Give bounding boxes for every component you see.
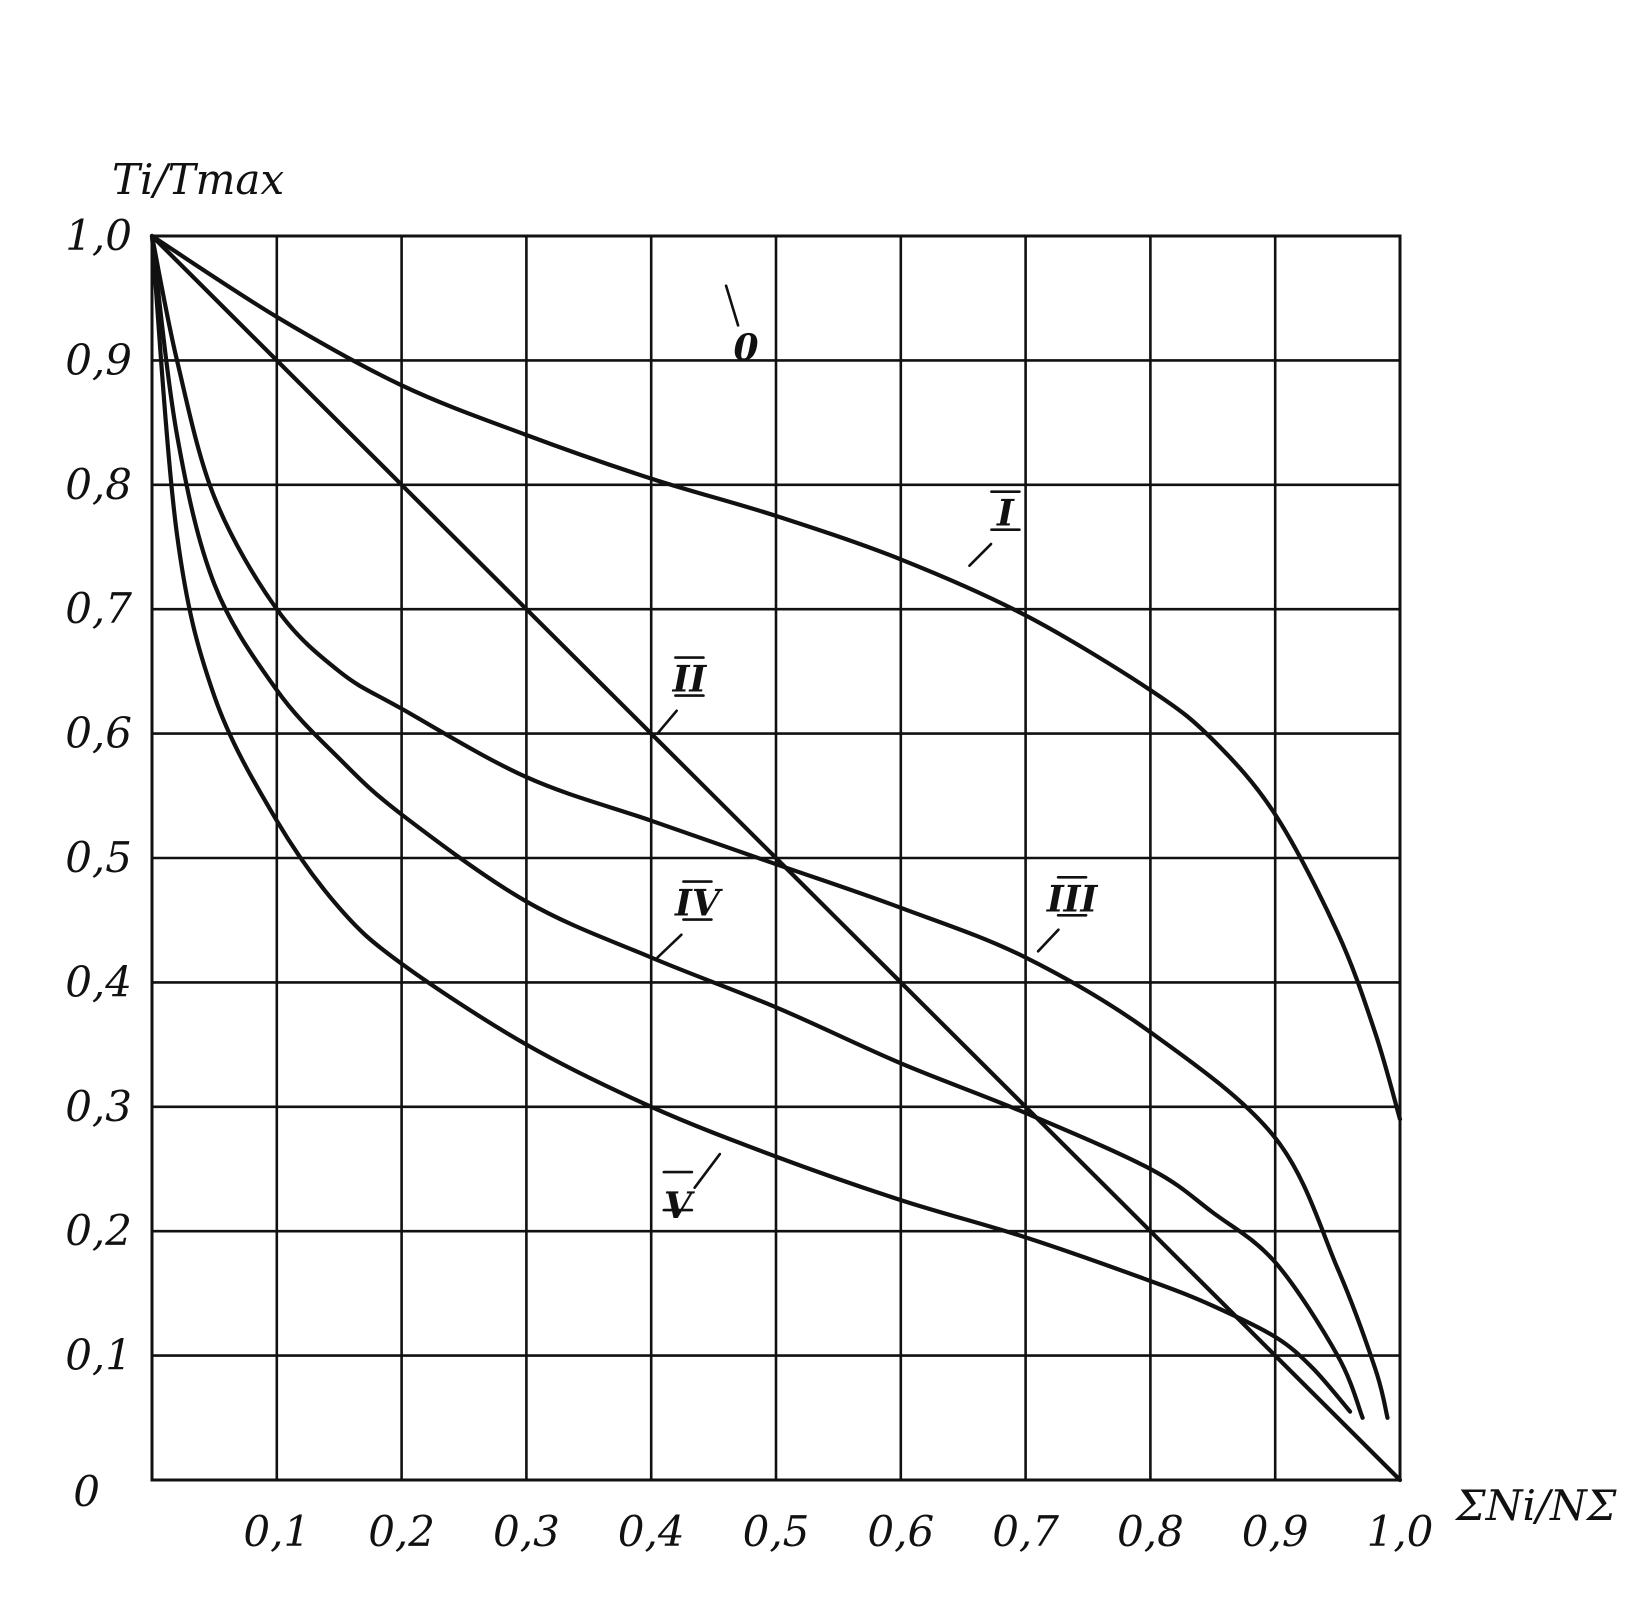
- series-label-v: V: [664, 1185, 695, 1227]
- series-label-0: 0: [734, 327, 759, 369]
- y-axis-label: Ti/Tmax: [112, 155, 284, 204]
- y-tick-label: 1,0: [65, 211, 132, 260]
- x-tick-label: 0,4: [618, 1507, 685, 1556]
- series-label-i: I: [996, 493, 1015, 535]
- y-tick-label: 0,1: [65, 1331, 132, 1380]
- series-label-leader: [968, 542, 993, 567]
- origin-label: 0: [73, 1467, 100, 1516]
- x-tick-label: 0,2: [368, 1507, 435, 1556]
- x-tick-label: 0,5: [743, 1507, 810, 1556]
- y-tick-label: 0,6: [65, 709, 132, 758]
- x-tick-label: 0,3: [493, 1507, 560, 1556]
- y-tick-label: 0,2: [65, 1206, 132, 1255]
- chart-tick-labels: 0,1 0,2 0,3 0,4 0,5 0,6 0,7 0,8 0,9 1,0 0,1 0,2 0,3 0…: [65, 211, 1433, 1556]
- series-label-ii: II: [672, 659, 708, 701]
- series-label-leader: [1036, 928, 1060, 953]
- series-line-iii: [149, 233, 1390, 1420]
- series-line-v: [149, 233, 1353, 1414]
- x-tick-label: 0,6: [867, 1507, 934, 1556]
- y-tick-label: 0,4: [65, 957, 132, 1006]
- y-tick-label: 0,7: [65, 584, 132, 633]
- x-axis-label: ΣNi/NΣ: [1454, 1481, 1617, 1530]
- series-label-leader: [656, 709, 678, 735]
- y-tick-label: 0,5: [65, 833, 132, 882]
- x-tick-label: 0,9: [1242, 1507, 1309, 1556]
- series-label-leader: [693, 1152, 722, 1189]
- series-label-leader: [724, 284, 740, 327]
- x-tick-label: 0,7: [992, 1507, 1059, 1556]
- series-line-iv: [149, 233, 1365, 1420]
- x-tick-label: 0,8: [1117, 1507, 1184, 1556]
- series-label-iv: IV: [674, 883, 723, 925]
- chart-grid: [152, 234, 1402, 1480]
- series-line-i: [149, 233, 1403, 1122]
- y-tick-label: 0,3: [65, 1082, 132, 1131]
- series-label-iii: III: [1046, 878, 1099, 920]
- series-line-ii: [149, 233, 1403, 1483]
- y-tick-label: 0,9: [65, 335, 132, 384]
- x-tick-label: 1,0: [1367, 1507, 1434, 1556]
- y-tick-label: 0,8: [65, 460, 132, 509]
- plot-frame: [150, 234, 1402, 1482]
- series-label-leader: [656, 933, 683, 959]
- x-tick-label: 0,1: [243, 1507, 310, 1556]
